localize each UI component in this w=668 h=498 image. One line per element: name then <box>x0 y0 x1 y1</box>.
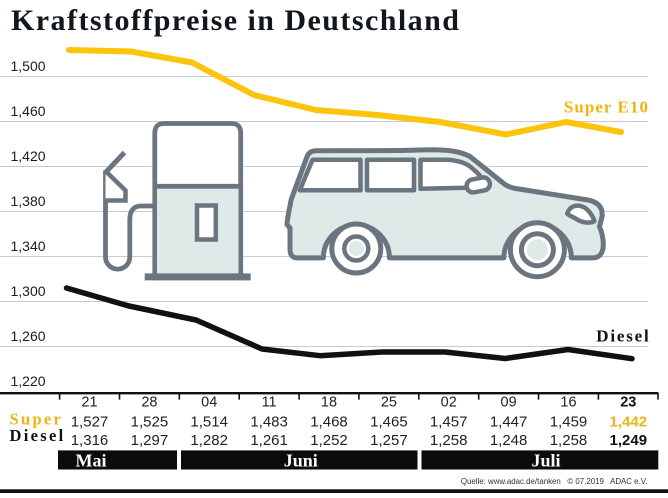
svg-text:1,220: 1,220 <box>11 373 46 389</box>
svg-text:Diesel: Diesel <box>596 327 650 346</box>
svg-text:1,442: 1,442 <box>610 414 648 431</box>
svg-text:1,468: 1,468 <box>310 414 348 431</box>
svg-text:Kraftstoffpreise in Deutschlan: Kraftstoffpreise in Deutschland <box>11 4 460 37</box>
svg-text:1,260: 1,260 <box>11 328 46 344</box>
svg-text:28: 28 <box>141 395 157 411</box>
svg-text:11: 11 <box>262 395 277 411</box>
svg-text:Super: Super <box>10 409 64 428</box>
svg-text:1,527: 1,527 <box>71 414 109 431</box>
svg-text:23: 23 <box>620 395 636 411</box>
svg-text:1,465: 1,465 <box>370 414 408 431</box>
svg-text:09: 09 <box>501 395 517 411</box>
svg-text:1,483: 1,483 <box>250 414 288 431</box>
svg-text:1,261: 1,261 <box>250 432 288 449</box>
svg-text:1,447: 1,447 <box>490 414 528 431</box>
svg-text:1,297: 1,297 <box>131 432 169 449</box>
svg-text:1,249: 1,249 <box>610 432 648 449</box>
svg-text:1,420: 1,420 <box>11 148 46 164</box>
svg-text:1,380: 1,380 <box>11 193 46 209</box>
svg-text:1,258: 1,258 <box>430 432 468 449</box>
svg-text:Mai: Mai <box>76 451 107 471</box>
svg-text:Juli: Juli <box>531 451 560 471</box>
svg-text:1,525: 1,525 <box>131 414 169 431</box>
svg-text:1,252: 1,252 <box>310 432 348 449</box>
svg-text:1,500: 1,500 <box>11 58 46 74</box>
svg-text:16: 16 <box>560 395 576 411</box>
svg-text:1,248: 1,248 <box>490 432 528 449</box>
svg-text:1,257: 1,257 <box>370 432 408 449</box>
svg-text:21: 21 <box>81 395 97 411</box>
svg-text:Quelle: www.adac.de/tanken ©: Quelle: www.adac.de/tanken © 07.2019 ADA… <box>461 477 648 486</box>
svg-text:04: 04 <box>201 395 217 411</box>
svg-text:1,340: 1,340 <box>11 238 46 254</box>
svg-text:Super E10: Super E10 <box>564 98 649 117</box>
svg-text:1,459: 1,459 <box>550 414 588 431</box>
svg-text:18: 18 <box>321 395 337 411</box>
svg-text:1,514: 1,514 <box>190 414 228 431</box>
svg-text:1,460: 1,460 <box>11 103 46 119</box>
svg-text:1,316: 1,316 <box>71 432 109 449</box>
svg-text:1,457: 1,457 <box>430 414 468 431</box>
svg-text:02: 02 <box>441 395 457 411</box>
svg-text:Juni: Juni <box>284 451 318 471</box>
svg-text:1,300: 1,300 <box>11 283 46 299</box>
svg-text:Diesel: Diesel <box>10 426 66 445</box>
svg-text:25: 25 <box>381 395 397 411</box>
svg-text:1,282: 1,282 <box>190 432 228 449</box>
svg-text:1,258: 1,258 <box>550 432 588 449</box>
